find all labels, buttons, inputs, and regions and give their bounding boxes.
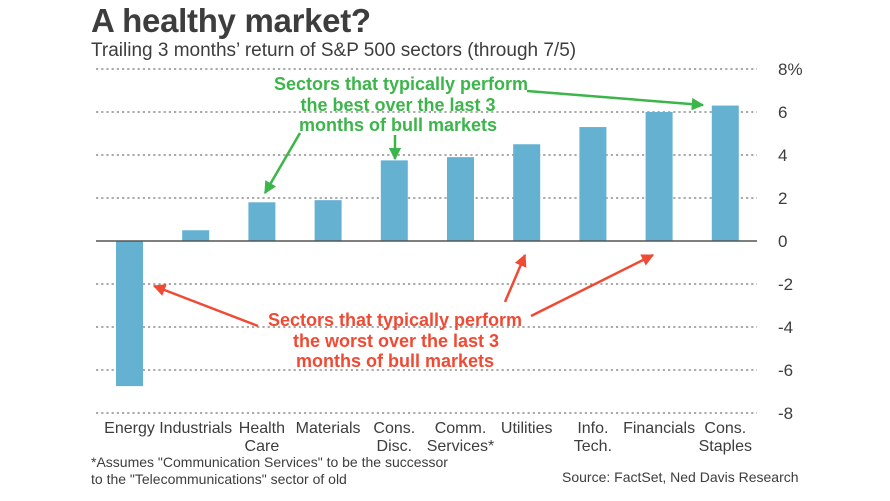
x-category-label: Care: [245, 438, 280, 455]
x-category-label: Tech.: [574, 438, 612, 455]
footnote: *Assumes "Communication Services" to be …: [91, 454, 451, 488]
x-category-label: Services*: [427, 438, 495, 455]
y-tick-label: 2: [778, 189, 787, 208]
bar: [645, 112, 673, 241]
worst-emphasis: worst: [324, 331, 373, 351]
worst-annotation: Sectors that typically perform the worst…: [152, 253, 655, 371]
chart-subtitle: Trailing 3 months’ return of S&P 500 sec…: [91, 40, 577, 61]
bar: [380, 160, 408, 241]
x-category-label: Financials: [623, 420, 695, 437]
x-category-label: Cons.: [373, 420, 415, 437]
arrow-to-cons-staples: [526, 89, 705, 111]
footnote-line-2: to the "Telecommunications" sector of ol…: [91, 471, 347, 487]
y-tick-label: 6: [778, 103, 787, 122]
x-category-label: Utilities: [501, 420, 553, 437]
y-tick-label: -6: [778, 361, 793, 380]
bar: [182, 230, 210, 241]
y-tick-label: -4: [778, 318, 793, 337]
y-tick-label: 4: [778, 146, 787, 165]
arrow-to-energy: [152, 284, 259, 328]
bars: [116, 105, 739, 387]
gridlines: [96, 68, 757, 414]
x-category-label: Staples: [699, 438, 752, 455]
footnote-line-1: *Assumes "Communication Services" to be …: [91, 454, 448, 470]
best-annotation-line-3: months of bull markets: [299, 115, 497, 135]
best-annotation-line-1: Sectors that typically perform: [274, 74, 528, 94]
bar: [447, 157, 474, 241]
x-category-label: Materials: [296, 420, 361, 437]
y-tick-label: 8%: [778, 60, 803, 79]
chart-title: A healthy market?: [91, 2, 371, 39]
x-category-label: Energy: [104, 420, 155, 437]
bar: [579, 127, 607, 241]
best-annotation-line-2: the best over the last 3: [300, 95, 495, 115]
x-category-label: Comm.: [435, 420, 487, 437]
x-category-label: Health: [239, 420, 285, 437]
worst-annotation-line-2: the worst over the last 3: [293, 331, 499, 351]
arrow-to-utilities: [503, 253, 527, 303]
x-category-label: Cons.: [704, 420, 746, 437]
bar: [314, 200, 342, 241]
arrow-to-financials: [530, 253, 655, 318]
arrow-to-health-care: [263, 132, 302, 195]
bar: [711, 105, 739, 241]
y-tick-label: -8: [778, 404, 793, 423]
y-axis-tick-labels: 8% 6 4 2 0 -2 -4 -6 -8: [778, 60, 803, 423]
bar: [248, 202, 276, 241]
x-category-label: Industrials: [159, 420, 232, 437]
y-tick-label: -2: [778, 275, 793, 294]
worst-annotation-line-3: months of bull markets: [296, 351, 494, 371]
x-category-label: Disc.: [377, 438, 413, 455]
y-tick-label: 0: [778, 232, 787, 251]
bar: [513, 144, 541, 241]
best-annotation: Sectors that typically perform the best …: [263, 74, 705, 195]
x-category-label: Info.: [577, 420, 608, 437]
bar: [116, 241, 143, 387]
worst-annotation-line-1: Sectors that typically perform: [268, 310, 522, 330]
best-emphasis: best: [332, 95, 369, 115]
source-note: Source: FactSet, Ned Davis Research: [562, 469, 799, 485]
